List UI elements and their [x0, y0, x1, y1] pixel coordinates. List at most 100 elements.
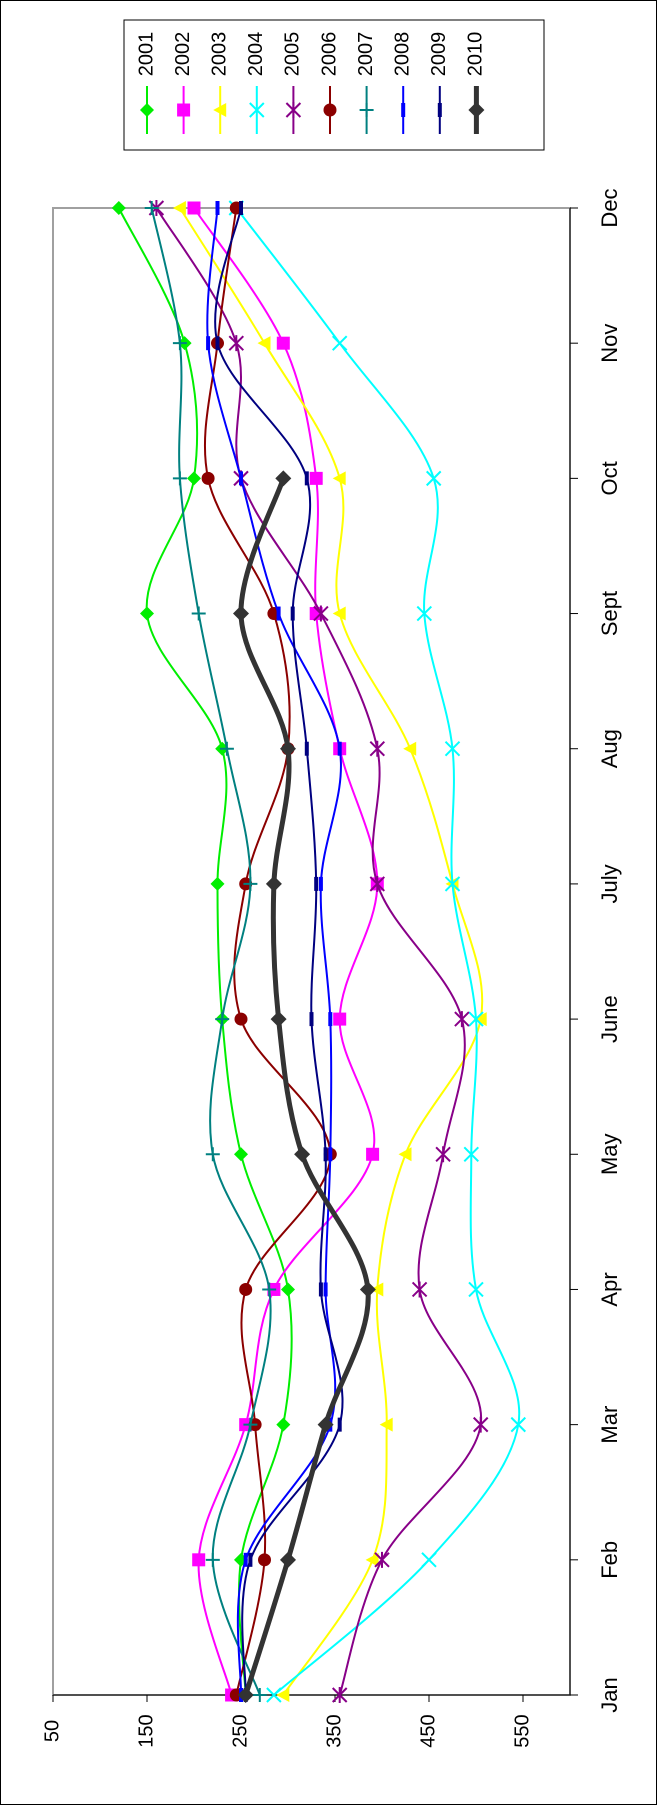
series-2005 — [148, 200, 489, 1703]
data-point — [270, 1011, 287, 1028]
x-tick-label: May — [597, 1133, 622, 1175]
data-point — [365, 1552, 379, 1567]
data-point — [332, 606, 346, 621]
series-line-2007 — [150, 207, 272, 1696]
data-point — [177, 103, 191, 117]
data-point — [314, 876, 319, 891]
data-point — [317, 1416, 334, 1433]
data-point — [243, 1552, 248, 1567]
series-2002 — [187, 201, 384, 1702]
x-tick-label: Mar — [597, 1406, 622, 1444]
data-point — [215, 1012, 230, 1027]
legend-label: 2001 — [135, 32, 157, 77]
data-point — [248, 1552, 253, 1567]
data-point — [187, 201, 201, 215]
series-line-2009 — [214, 207, 344, 1696]
data-point — [359, 1281, 376, 1298]
data-point — [210, 876, 225, 891]
data-point — [304, 471, 309, 486]
legend-item-2001: 2001 — [135, 32, 157, 134]
data-point — [213, 103, 227, 117]
data-point — [370, 1282, 384, 1297]
data-point — [276, 606, 281, 621]
data-point — [262, 1282, 277, 1297]
data-point — [280, 740, 296, 757]
legend-item-2006: 2006 — [318, 32, 340, 134]
data-point — [234, 1147, 248, 1162]
data-point — [313, 605, 329, 622]
data-point — [275, 470, 292, 487]
data-point — [290, 606, 295, 621]
data-point — [328, 1147, 333, 1162]
series-2010 — [233, 470, 376, 1703]
series-line-2001 — [117, 207, 293, 1696]
data-point — [249, 102, 265, 118]
data-point — [333, 1012, 347, 1026]
legend-label: 2009 — [428, 32, 450, 77]
data-point — [332, 471, 346, 486]
series-line-2005 — [155, 207, 483, 1696]
x-tick-label: June — [597, 995, 622, 1043]
data-point — [468, 102, 485, 118]
y-tick-label: 150 — [135, 1714, 157, 1747]
data-point — [328, 1012, 333, 1027]
data-point — [215, 201, 220, 215]
data-point — [323, 103, 337, 117]
data-point — [411, 1281, 428, 1298]
x-tick-label: Feb — [597, 1541, 622, 1579]
data-point — [257, 336, 271, 351]
data-point — [206, 336, 211, 351]
plot-area — [52, 207, 571, 1696]
data-point — [266, 1687, 282, 1703]
data-point — [294, 1146, 311, 1163]
data-point — [374, 1551, 390, 1568]
data-point — [239, 1282, 253, 1296]
legend-label: 2007 — [355, 32, 377, 77]
legend-label: 2005 — [282, 32, 304, 77]
x-tick-label: Jan — [597, 1677, 622, 1712]
data-point — [369, 875, 386, 892]
data-point — [219, 741, 234, 756]
legend-item-2005: 2005 — [282, 32, 304, 134]
data-point — [444, 741, 461, 757]
data-point — [205, 1147, 220, 1162]
data-point — [398, 1147, 412, 1162]
data-point — [435, 1146, 451, 1163]
data-point — [191, 606, 206, 621]
legend-label: 2002 — [172, 32, 194, 77]
x-tick-label: Nov — [597, 324, 622, 363]
data-point — [172, 471, 187, 486]
data-point — [276, 1688, 290, 1702]
data-point — [237, 1687, 254, 1703]
data-point — [403, 741, 417, 756]
data-point — [337, 741, 342, 756]
legend-item-2002: 2002 — [172, 32, 194, 134]
y-tick-label: 350 — [323, 1714, 345, 1747]
x-tick-label: Apr — [597, 1272, 622, 1306]
x-tick-label: Oct — [597, 461, 622, 495]
legend-item-2004: 2004 — [245, 32, 267, 134]
series-lines — [111, 200, 527, 1703]
data-point — [473, 1012, 487, 1027]
data-point — [437, 103, 442, 117]
data-point — [258, 1553, 271, 1567]
data-point — [192, 1553, 206, 1567]
x-tick-label: July — [597, 864, 622, 903]
legend-label: 2006 — [318, 32, 340, 77]
data-point — [379, 1417, 393, 1432]
data-point — [318, 876, 323, 891]
data-point — [309, 471, 323, 485]
data-point — [140, 606, 154, 621]
y-tick-label: 50 — [41, 1720, 63, 1742]
data-point — [416, 605, 433, 622]
data-point — [281, 1282, 295, 1297]
data-point — [421, 1552, 437, 1568]
data-point — [337, 1417, 342, 1432]
legend-label: 2003 — [208, 32, 230, 77]
data-point — [265, 875, 282, 892]
data-point — [215, 336, 220, 351]
data-point — [228, 335, 245, 352]
legend-item-2007: 2007 — [355, 32, 377, 134]
data-point — [369, 740, 386, 757]
